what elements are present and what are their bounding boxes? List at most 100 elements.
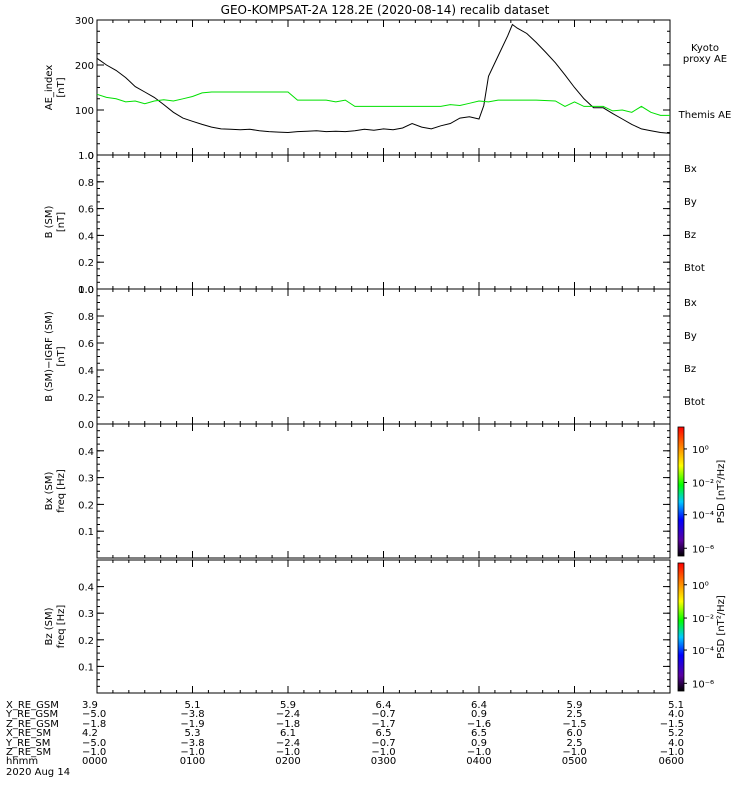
colorbar-tick-label: 10⁻²	[692, 478, 714, 489]
ephemeris-table: X_RE_GSMY_RE_GSMZ_RE_GSMX_RE_SMY_RE_SMZ_…	[5, 700, 684, 778]
ephemeris-row-label: Z_RE_SM	[6, 747, 51, 758]
ephemeris-value: 0400	[466, 756, 491, 767]
ephemeris-value: 3.9	[82, 700, 98, 711]
y-tick-label: 0.8	[78, 312, 94, 323]
y-tick-label: 0.6	[78, 339, 94, 350]
ephemeris-value: 0600	[659, 756, 684, 767]
ephemeris-row-label: X_RE_SM	[6, 728, 51, 739]
y-tick-label: 0.3	[78, 474, 94, 485]
y-tick-label: 0.4	[78, 583, 94, 594]
ephemeris-value: 5.9	[567, 700, 583, 711]
ephemeris-value: 6.4	[471, 700, 487, 711]
ephemeris-value: 6.5	[376, 728, 392, 739]
colorbar-label: PSD [nT²/Hz]	[716, 595, 727, 659]
ephemeris-value: −2.4	[276, 738, 300, 749]
legend-entry: By	[684, 331, 697, 342]
panel-frame-bsm	[96, 154, 671, 290]
ephemeris-value: 5.3	[185, 728, 201, 739]
y-tick-label: 0.0	[78, 285, 94, 296]
ephemeris-value: 2.5	[567, 738, 583, 749]
y-tick-label: 1.0	[78, 285, 94, 296]
ephemeris-value: −0.7	[371, 709, 395, 720]
ephemeris-value: −1.0	[276, 747, 300, 758]
y-tick-label: 0.0	[78, 420, 94, 431]
y-tick-label: 300	[75, 16, 94, 27]
y-tick-label: 200	[75, 61, 94, 72]
y-tick-label: 0.2	[78, 393, 94, 404]
y-tick-label: 0.8	[78, 178, 94, 189]
ephemeris-value: 6.1	[280, 728, 296, 739]
ephemeris-row-label: hhmm	[6, 756, 38, 767]
legend-entry: Btot	[684, 397, 705, 408]
ephemeris-value: 0.9	[471, 709, 487, 720]
panel-frame-bsmigrf	[96, 288, 671, 425]
y-axis-label: Bz (SM)	[44, 607, 55, 645]
y-axis-label: Bx (SM)	[44, 472, 55, 511]
ephemeris-value: −3.8	[180, 738, 204, 749]
y-tick-label: 0	[88, 151, 94, 162]
y-tick-label: 0.4	[78, 231, 94, 242]
ephemeris-row-label: X_RE_GSM	[6, 700, 59, 711]
legend-entry: Bx	[684, 298, 697, 309]
ephemeris-value: 6.0	[567, 728, 583, 739]
ephemeris-value: 0200	[275, 756, 300, 767]
ephemeris-value: 0100	[180, 756, 205, 767]
legend-entry: Bx	[684, 164, 697, 175]
ephemeris-value: −1.0	[180, 747, 204, 758]
figure-title: GEO-KOMPSAT-2A 128.2E (2020-08-14) recal…	[221, 3, 550, 17]
legend-entry: Kyoto	[691, 43, 719, 54]
colorbar-label: PSD [nT²/Hz]	[716, 460, 727, 524]
colorbar-tick-label: 10⁻⁶	[692, 544, 714, 555]
ephemeris-value: −1.0	[467, 747, 491, 758]
colorbar-tick-label: 10⁰	[692, 445, 709, 456]
y-axis-label: B (SM)−IGRF (SM)	[44, 311, 55, 402]
ephemeris-value: −1.7	[371, 719, 395, 730]
colorbar-tick-label: 10⁻⁴	[692, 646, 714, 657]
y-axis-label: [nT]	[56, 212, 67, 232]
colorbar-tick-label: 10⁻⁴	[692, 511, 714, 522]
ephemeris-value: 5.2	[668, 728, 684, 739]
y-tick-label: 0.1	[78, 662, 94, 673]
ephemeris-value: −2.4	[276, 709, 300, 720]
ephemeris-value: −1.0	[562, 747, 586, 758]
y-axis-label: [nT]	[56, 346, 67, 366]
series-themis-ae	[96, 23, 671, 134]
ephemeris-value: −1.0	[82, 747, 106, 758]
y-tick-label: 100	[75, 106, 94, 117]
y-tick-label: 0.1	[78, 527, 94, 538]
ephemeris-value: −1.5	[562, 719, 586, 730]
ephemeris-value: 0000	[82, 756, 107, 767]
y-axis-label: AE_index	[44, 65, 55, 111]
ephemeris-value: −3.8	[180, 709, 204, 720]
ephemeris-value: −5.0	[82, 709, 106, 720]
y-axis-label: B (SM)	[44, 205, 55, 238]
ephemeris-value: 2.5	[567, 709, 583, 720]
ephemeris-value: −5.0	[82, 738, 106, 749]
series-kyoto-proxy-ae	[96, 91, 670, 116]
legend-entry: Btot	[684, 263, 705, 274]
ephemeris-value: 0.9	[471, 738, 487, 749]
ephemeris-row-label: Y_RE_SM	[5, 738, 50, 749]
ephemeris-value: −1.5	[660, 719, 684, 730]
psd-colorbar	[677, 426, 685, 557]
legend-entry: Themis AE	[678, 110, 732, 121]
y-axis-label: freq [Hz]	[56, 469, 67, 513]
ephemeris-value: −1.0	[660, 747, 684, 758]
legend-entry: By	[684, 197, 697, 208]
ephemeris-value: 6.5	[471, 728, 487, 739]
colorbar-tick-label: 10⁻²	[692, 614, 714, 625]
y-tick-label: 0.3	[78, 609, 94, 620]
y-tick-label: 0.4	[78, 447, 94, 458]
colorbar-tick-label: 10⁰	[692, 581, 709, 592]
panel-frame-ae	[96, 19, 671, 156]
ephemeris-value: 0500	[562, 756, 587, 767]
legend-entry: Bz	[684, 364, 696, 375]
ephemeris-row-label: 2020 Aug 14	[6, 767, 70, 778]
ephemeris-value: 6.4	[376, 700, 392, 711]
ephemeris-value: 4.0	[668, 738, 684, 749]
ephemeris-value: −1.9	[180, 719, 204, 730]
y-tick-label: 0.4	[78, 366, 94, 377]
ephemeris-value: −0.7	[371, 738, 395, 749]
